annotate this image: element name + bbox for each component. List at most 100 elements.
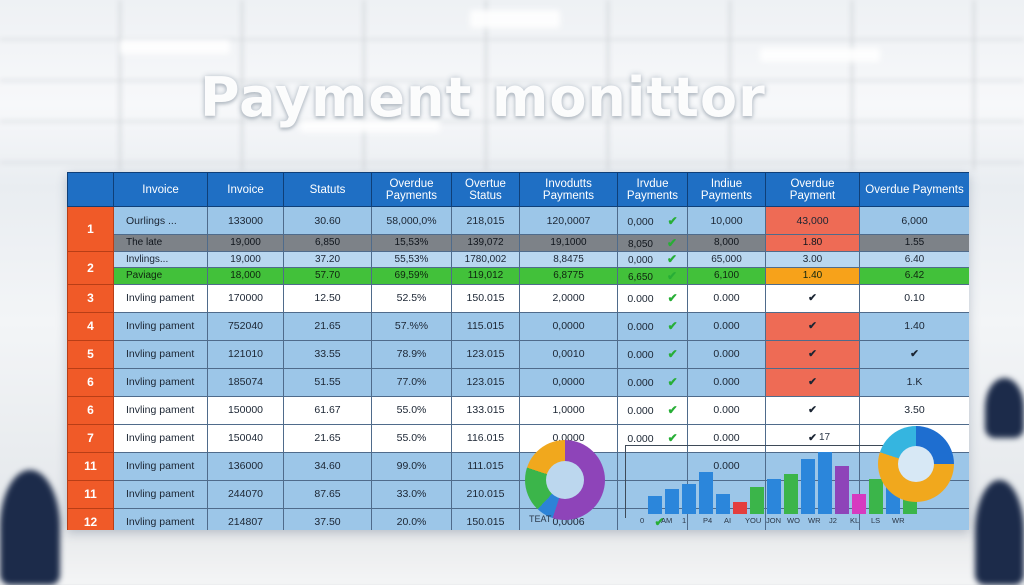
column-header[interactable]: Irvdue Payments [617, 172, 688, 207]
row-number: 6 [67, 367, 114, 397]
bar-chart [630, 448, 930, 514]
cell-value: 43,000 [765, 206, 860, 235]
row-number: 11 [67, 451, 114, 481]
table-row[interactable]: 4 Invling pament 752040 21.65 57.%% 115.015 0,… [67, 311, 969, 341]
cell-payments: 0.000 ✔ [617, 311, 688, 341]
check-icon: ✔ [667, 403, 678, 417]
x-tick-label: YOU [745, 516, 762, 525]
column-header[interactable]: Overtue Status [451, 172, 520, 207]
cell-value: 33.0% [371, 479, 452, 509]
cell-value: 1780,002 [451, 250, 520, 268]
cell-payments: 0,000 ✔ [617, 250, 688, 268]
cell-value: 58,000,0% [371, 206, 452, 235]
cell-value: 37.50 [283, 507, 372, 530]
cell-value: 0,000 [627, 215, 654, 228]
cell-value: 139,072 [451, 234, 520, 252]
cell-value: 2,0000 [519, 283, 618, 313]
column-header[interactable]: Overdue Payments [859, 172, 969, 207]
check-icon: ✔ [667, 319, 678, 333]
cell-value: 8,050 [627, 238, 653, 250]
x-tick-label: J2 [829, 516, 837, 525]
cell-value: 214807 [207, 507, 284, 530]
cell-value: 3.00 [765, 250, 860, 268]
cell-value: 210.015 [451, 479, 520, 509]
cell-value: 121010 [207, 339, 284, 369]
cell-value: 123.015 [451, 367, 520, 397]
column-header[interactable]: Invoice [113, 172, 208, 207]
cell-value: 30.60 [283, 206, 372, 235]
row-description: Invling pament [113, 339, 208, 369]
cell-value: 78.9% [371, 339, 452, 369]
cell-value: 19,000 [207, 250, 284, 268]
cell-value: 55.0% [371, 395, 452, 425]
row-description: Paviage [113, 267, 208, 285]
column-header[interactable]: Indiue Payments [687, 172, 766, 207]
cell-value: 6,000 [859, 206, 969, 235]
x-tick-label: 0 [640, 516, 645, 525]
cell-payments: 0,000 ✔ [617, 206, 688, 235]
row-number: 7 [67, 423, 114, 453]
cell-value: 0,0000 [519, 311, 618, 341]
bar [716, 494, 730, 514]
cell-value: 99.0% [371, 451, 452, 481]
row-description: Invlings... [113, 250, 208, 268]
cell-value: 65,000 [687, 250, 766, 268]
column-header[interactable] [67, 172, 114, 207]
cell-value: 0,000 [627, 255, 653, 267]
column-header[interactable]: Overdue Payment [765, 172, 860, 207]
office-ceiling [0, 0, 1024, 170]
x-tick-label: JON [766, 516, 781, 525]
cell-value: 123.015 [451, 339, 520, 369]
row-number: 2 [67, 250, 114, 285]
row-description: Invling pament [113, 423, 208, 453]
table-row[interactable]: Paviage 18,000 57.70 69,59% 119,012 6,8775 6,6… [68, 267, 969, 285]
row-description: Invling pament [113, 479, 208, 509]
cell-value: 52.5% [371, 283, 452, 313]
page-title: Payment monittor [200, 66, 766, 129]
bar-chart-frame [625, 445, 886, 518]
table-row[interactable]: 1 Ourlings ... 133000 30.60 58,000,0% 218,015… [67, 206, 969, 252]
column-header[interactable]: Invoice [207, 172, 284, 207]
x-tick-label: LS [871, 516, 881, 525]
column-header[interactable]: Statuts [283, 172, 372, 207]
column-header[interactable]: Invodutts Payments [519, 172, 618, 207]
check-icon: ✔ [666, 235, 678, 250]
cell-value: 150.015 [451, 283, 520, 313]
cell-value: 1.55 [859, 234, 969, 252]
cell-payments: 0.000 ✔ [617, 367, 688, 397]
table-row[interactable]: 2 Invlings... 19,000 37.20 55,53% 1780,002 8,8… [67, 250, 969, 285]
cell-value: 0.000 [627, 349, 654, 361]
cell-value: 120,0007 [519, 206, 618, 235]
cell-value: 185074 [207, 367, 284, 397]
cell-value: ✔ [765, 395, 860, 425]
bar [699, 472, 713, 514]
ceiling-light [120, 40, 230, 54]
cell-value: 0.000 [627, 293, 654, 305]
table-row[interactable]: 6 Invling pament 185074 51.55 77.0% 123.015 0,… [67, 367, 969, 397]
table-row[interactable]: 5 Invling pament 121010 33.55 78.9% 123.015 0,… [67, 339, 969, 369]
cell-value: 6,850 [283, 234, 372, 252]
cell-value: 69,59% [371, 267, 452, 285]
cell-value: 119,012 [451, 267, 520, 285]
column-header[interactable]: Overdue Payments [371, 172, 452, 207]
cell-value: 18,000 [207, 267, 284, 285]
donut-chart-right [878, 426, 954, 502]
cell-value: 51.55 [283, 367, 372, 397]
row-number: 4 [67, 311, 114, 341]
row-description: Invling pament [113, 507, 208, 530]
x-tick-label: AI [724, 516, 732, 525]
cell-value: 1.40 [765, 267, 860, 285]
table-row[interactable]: 6 Invling pament 150000 61.67 55.0% 133.015 1,… [67, 395, 969, 425]
donut-chart-left [525, 440, 605, 520]
cell-value: 21.65 [283, 311, 372, 341]
bar [835, 466, 849, 514]
x-tick-label: AM [661, 516, 673, 525]
x-tick-label: KL [850, 516, 860, 525]
check-icon: ✔ [667, 291, 678, 305]
bar [767, 479, 781, 514]
bar-chart-axis-label: 17 [819, 432, 831, 443]
table-row[interactable]: 3 Invling pament 170000 12.50 52.5% 150.015 2,… [67, 283, 969, 313]
table-row[interactable]: The late 19,000 6,850 15,53% 139,072 19,1000 8… [68, 234, 969, 252]
office-floor [0, 520, 1024, 585]
cell-value: 115.015 [451, 311, 520, 341]
